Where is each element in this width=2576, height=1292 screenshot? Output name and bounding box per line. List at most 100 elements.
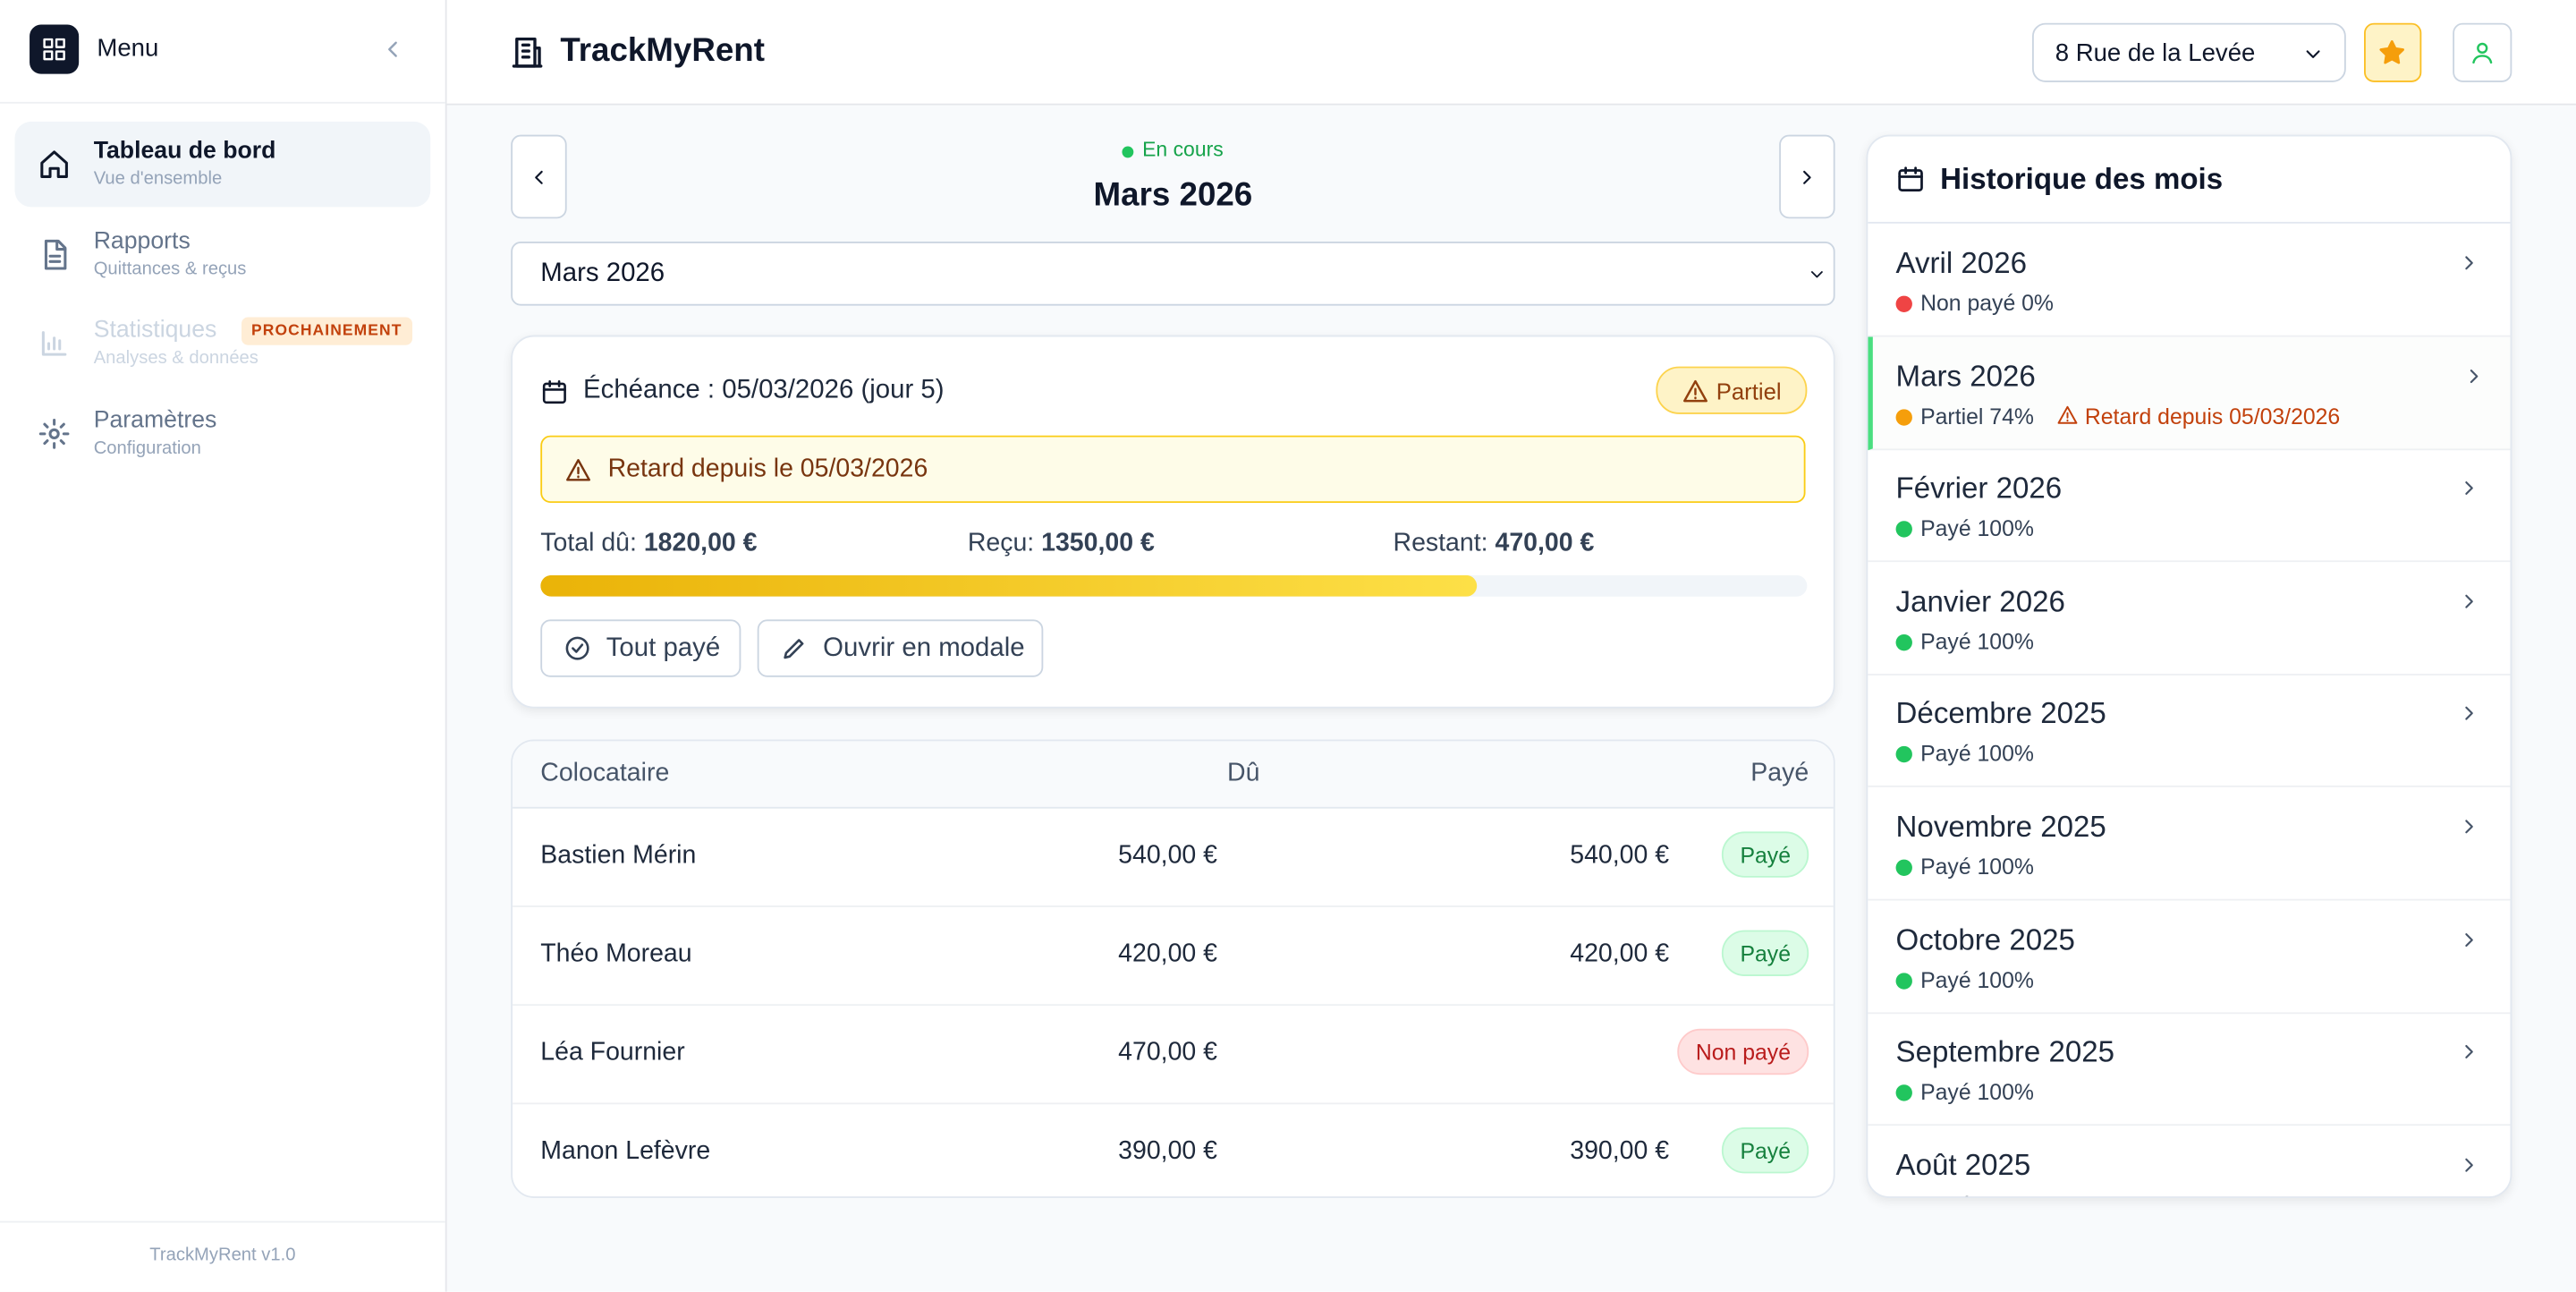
history-status: Payé 100% <box>1896 1193 2034 1196</box>
nav-subtitle: Vue d'ensemble <box>93 169 223 190</box>
history-status: Payé 100% <box>1895 742 2034 767</box>
history-status: Payé 100% <box>1895 629 2034 654</box>
received: Reçu: 1350,00 € <box>968 529 1155 558</box>
status-text: Payé 100% <box>1920 854 2034 880</box>
nav-item[interactable]: Tableau de bord Vue d'ensemble <box>14 121 431 208</box>
col-header: Payé <box>1750 759 1809 787</box>
history-item[interactable]: Mars 2026 Partiel 74% Retard depuis 05/03/… <box>1868 336 2511 450</box>
history-status: Partiel 74% Retard depuis 05/03/2026 <box>1895 404 2341 429</box>
action-button[interactable]: Ouvrir en modale <box>757 619 1044 677</box>
late-alert: Retard depuis le 05/03/2026 <box>540 435 1806 504</box>
topbar: TrackMyRent 8 Rue de la Levée <box>446 0 2576 106</box>
status-text: Payé 100% <box>1920 1193 2034 1196</box>
history-month: Décembre 2025 <box>1895 697 2106 731</box>
tenant-name: Manon Lefèvre <box>540 1136 711 1166</box>
history-month: Août 2025 <box>1895 1148 2031 1182</box>
prev-month[interactable] <box>511 134 567 219</box>
col-header: Colocataire <box>540 759 670 787</box>
nav-badge: PROCHAINEMENT <box>241 317 412 345</box>
payment-badge: Payé <box>1722 930 1809 976</box>
history-month: Octobre 2025 <box>1895 922 2075 956</box>
history-month: Septembre 2025 <box>1895 1035 2115 1069</box>
nav-item[interactable]: Paramètres Configuration <box>15 390 431 476</box>
summary-card: Échéance : 05/03/2026 (jour 5) Partiel R… <box>511 335 1835 709</box>
late-note: Retard depuis 05/03/2026 <box>2057 404 2341 429</box>
amount-paid: 390,00 € <box>1570 1136 1670 1166</box>
nav-title: Tableau de bord <box>93 138 276 165</box>
sidebar: Menu Tableau de bord Vue d'ensemble Rappor… <box>0 0 447 1292</box>
status-text: Payé 100% <box>1920 1080 2034 1105</box>
menu-title: Menu <box>97 34 159 63</box>
payment-badge: Payé <box>1722 831 1809 878</box>
status-text: Payé 100% <box>1920 629 2034 654</box>
action-label: Tout payé <box>606 633 721 663</box>
status-text: Payé 100% <box>1920 742 2034 767</box>
nav-title: Rapports <box>93 227 191 254</box>
payment-badge: Non payé <box>1677 1028 1809 1075</box>
history-month: Mars 2026 <box>1895 359 2036 393</box>
value: 1820,00 € <box>643 529 758 557</box>
menu-icon <box>30 24 80 74</box>
due-date: Échéance : 05/03/2026 (jour 5) <box>583 376 945 404</box>
amount-due: 420,00 € <box>1118 939 1217 968</box>
progress-fill <box>540 574 1477 597</box>
property-name: 8 Rue de la Levée <box>2055 39 2256 68</box>
history-item[interactable]: Août 2025 Payé 100% <box>1868 1126 2510 1196</box>
amount-due: 390,00 € <box>1118 1136 1217 1166</box>
period-month: Mars 2026 <box>1093 177 1253 214</box>
nav-title: Statistiques <box>93 317 217 344</box>
history-status: Payé 100% <box>1895 1080 2034 1105</box>
amount-due: 470,00 € <box>1118 1038 1217 1067</box>
history-item[interactable]: Février 2026 Payé 100% <box>1868 449 2511 563</box>
alert-text: Retard depuis le 05/03/2026 <box>607 455 928 483</box>
favorite-button[interactable] <box>2364 22 2422 82</box>
history-item[interactable]: Novembre 2025 Payé 100% <box>1868 787 2511 901</box>
status-text: En cours <box>1142 138 1224 161</box>
table-row: Bastien Mérin 540,00 € 540,00 € Payé <box>513 807 1834 907</box>
history-status: Payé 100% <box>1895 854 2034 880</box>
action-label: Ouvrir en modale <box>823 633 1025 663</box>
tenant-table: Colocataire Dû Payé Bastien Mérin 540,00 € 54… <box>511 739 1835 1198</box>
nav-item[interactable]: Rapports Quittances & reçus <box>15 211 431 297</box>
history-item[interactable]: Avril 2026 Non payé 0% <box>1868 224 2511 337</box>
user-button[interactable] <box>2453 22 2512 82</box>
amount-paid: 420,00 € <box>1570 939 1670 968</box>
status-text: Payé 100% <box>1920 516 2034 541</box>
next-month[interactable] <box>1779 134 1835 219</box>
label: Reçu: <box>967 529 1035 557</box>
late-text: Retard depuis 05/03/2026 <box>2084 404 2341 429</box>
history-panel: Historique des mois Avril 2026 Non payé 0… <box>1866 134 2512 1198</box>
history-status: Non payé 0% <box>1895 291 2054 316</box>
table-row: Manon Lefèvre 390,00 € 390,00 € Payé <box>513 1102 1834 1196</box>
history-month: Avril 2026 <box>1895 246 2027 280</box>
col-header: Dû <box>1227 759 1260 787</box>
badge-text: Partiel <box>1716 377 1782 404</box>
month-select-value: Mars 2026 <box>540 259 665 288</box>
history-item[interactable]: Décembre 2025 Payé 100% <box>1868 675 2511 788</box>
table-header: Colocataire Dû Payé <box>513 741 1834 809</box>
logo-icon <box>512 37 543 68</box>
table-row: Théo Moreau 420,00 € 420,00 € Payé <box>513 905 1834 1007</box>
amount-due: 540,00 € <box>1118 841 1217 870</box>
remaining: Restant: 470,00 € <box>1394 529 1595 558</box>
nav-item: Statistiques Analyses & données PROCHAINEM… <box>15 301 431 387</box>
collapse-button[interactable] <box>379 36 405 71</box>
history-item[interactable]: Octobre 2025 Payé 100% <box>1868 900 2511 1014</box>
version: TrackMyRent v1.0 <box>0 1220 445 1265</box>
history-month: Novembre 2025 <box>1895 810 2106 844</box>
history-status: Payé 100% <box>1895 967 2034 992</box>
nav-subtitle: Analyses & données <box>93 348 258 369</box>
value: 1350,00 € <box>1041 529 1155 557</box>
amount-paid: 540,00 € <box>1570 841 1670 870</box>
progress-track <box>540 574 1808 597</box>
history-item[interactable]: Janvier 2026 Payé 100% <box>1868 562 2511 676</box>
divider <box>1868 221 2511 224</box>
history-item[interactable]: Septembre 2025 Payé 100% <box>1868 1013 2511 1126</box>
app-title: TrackMyRent <box>560 32 765 70</box>
label: Restant: <box>1393 529 1488 557</box>
action-button[interactable]: Tout payé <box>540 619 741 677</box>
month-select[interactable]: Mars 2026 <box>511 241 1835 306</box>
status-text: Non payé 0% <box>1920 291 2054 316</box>
property-select[interactable]: 8 Rue de la Levée <box>2031 22 2346 82</box>
